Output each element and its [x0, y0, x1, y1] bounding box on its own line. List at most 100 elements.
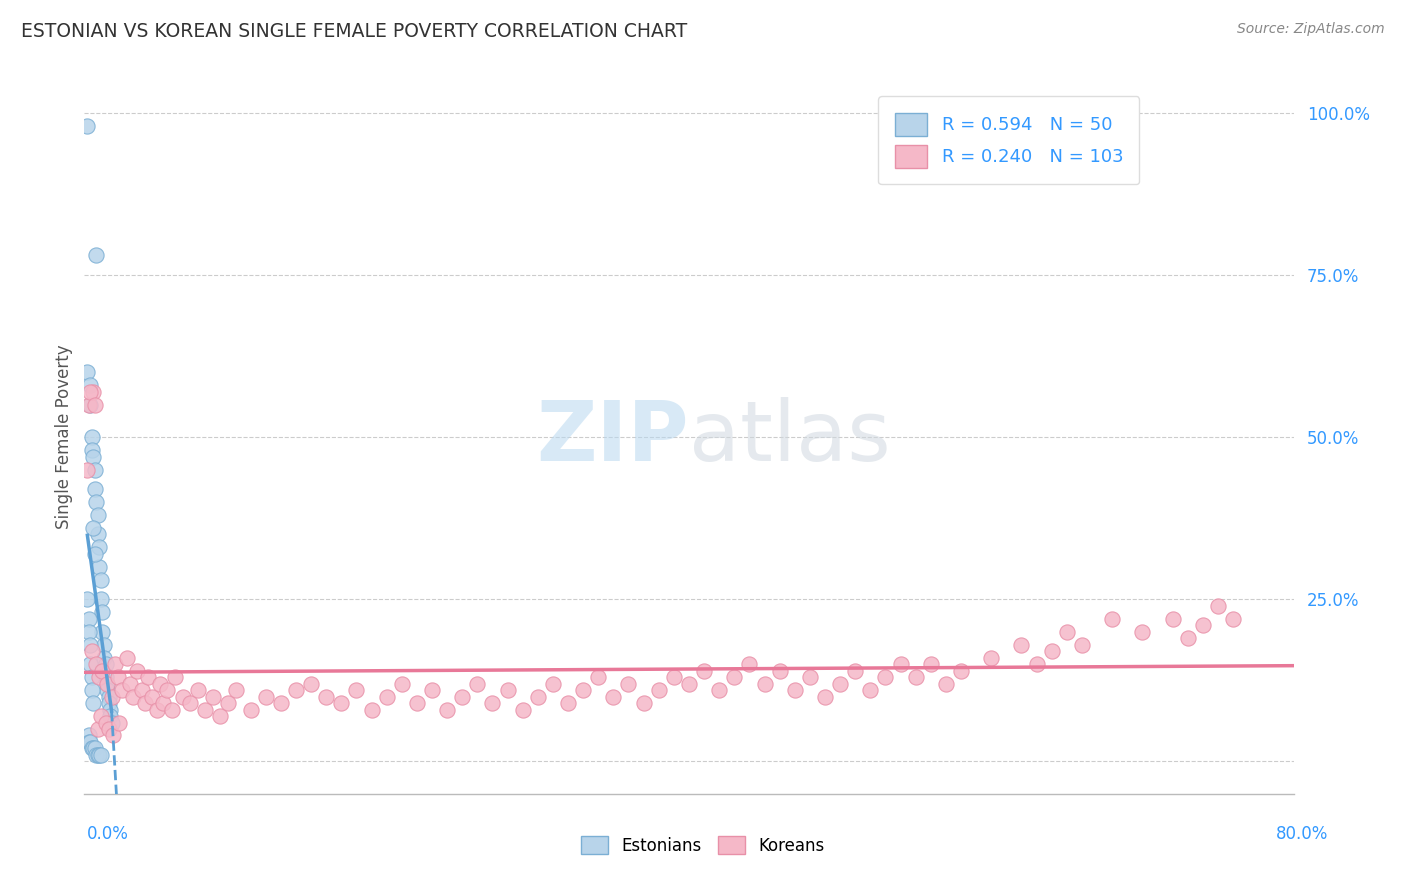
- Point: [108, 715, 131, 730]
- Point: [406, 696, 429, 710]
- Point: [121, 690, 143, 704]
- Point: [152, 696, 174, 710]
- Point: [1161, 612, 1184, 626]
- Point: [82, 521, 104, 535]
- Point: [77, 612, 100, 626]
- Point: [101, 729, 124, 743]
- Point: [96, 683, 118, 698]
- Point: [82, 696, 104, 710]
- Point: [557, 696, 579, 710]
- Point: [541, 676, 564, 690]
- Point: [890, 657, 912, 672]
- Point: [647, 683, 671, 698]
- Point: [97, 690, 120, 704]
- Point: [172, 690, 194, 704]
- Point: [217, 696, 239, 710]
- Point: [91, 605, 114, 619]
- Point: [90, 573, 112, 587]
- Point: [98, 709, 121, 723]
- Point: [127, 664, 149, 678]
- Point: [79, 657, 101, 672]
- Point: [79, 735, 101, 749]
- Point: [115, 650, 138, 665]
- Point: [100, 690, 122, 704]
- Point: [950, 664, 973, 678]
- Point: [90, 709, 112, 723]
- Point: [80, 644, 103, 658]
- Point: [80, 683, 103, 698]
- Point: [194, 702, 217, 716]
- Legend: R = 0.594   N = 50, R = 0.240   N = 103: R = 0.594 N = 50, R = 0.240 N = 103: [879, 96, 1139, 185]
- Point: [91, 624, 114, 639]
- Point: [662, 670, 685, 684]
- Point: [86, 248, 108, 262]
- Point: [709, 683, 731, 698]
- Point: [80, 670, 103, 684]
- Text: atlas: atlas: [689, 397, 890, 477]
- Point: [84, 398, 107, 412]
- Point: [80, 741, 103, 756]
- Point: [754, 676, 776, 690]
- Point: [86, 747, 108, 762]
- Point: [141, 690, 163, 704]
- Point: [187, 683, 209, 698]
- Point: [134, 696, 156, 710]
- Point: [76, 365, 98, 379]
- Point: [87, 508, 110, 522]
- Y-axis label: Single Female Poverty: Single Female Poverty: [55, 345, 73, 529]
- Point: [77, 624, 100, 639]
- Legend: Estonians, Koreans: Estonians, Koreans: [575, 830, 831, 862]
- Point: [79, 398, 101, 412]
- Point: [89, 747, 111, 762]
- Point: [82, 450, 104, 464]
- Point: [904, 670, 927, 684]
- Point: [201, 690, 224, 704]
- Text: 0.0%: 0.0%: [87, 825, 129, 843]
- Point: [1191, 618, 1213, 632]
- Point: [875, 670, 897, 684]
- Point: [77, 729, 100, 743]
- Point: [77, 735, 100, 749]
- Point: [107, 670, 129, 684]
- Point: [602, 690, 624, 704]
- Point: [769, 664, 792, 678]
- Point: [830, 676, 852, 690]
- Point: [97, 722, 120, 736]
- Point: [82, 384, 104, 399]
- Point: [920, 657, 942, 672]
- Point: [1130, 624, 1153, 639]
- Point: [330, 696, 353, 710]
- Point: [1071, 638, 1094, 652]
- Point: [91, 664, 114, 678]
- Point: [76, 119, 98, 133]
- Point: [100, 715, 122, 730]
- Point: [512, 702, 534, 716]
- Point: [94, 715, 117, 730]
- Point: [118, 676, 141, 690]
- Point: [633, 696, 655, 710]
- Point: [1101, 612, 1123, 626]
- Point: [136, 670, 159, 684]
- Point: [814, 690, 837, 704]
- Point: [315, 690, 337, 704]
- Point: [420, 683, 443, 698]
- Point: [1056, 624, 1078, 639]
- Point: [572, 683, 595, 698]
- Text: ZIP: ZIP: [537, 397, 689, 477]
- Point: [82, 741, 104, 756]
- Point: [146, 702, 169, 716]
- Point: [239, 702, 262, 716]
- Point: [1010, 638, 1032, 652]
- Point: [90, 747, 112, 762]
- Point: [1222, 612, 1244, 626]
- Point: [436, 702, 458, 716]
- Point: [86, 657, 108, 672]
- Text: Source: ZipAtlas.com: Source: ZipAtlas.com: [1237, 22, 1385, 37]
- Point: [89, 559, 111, 574]
- Point: [678, 676, 700, 690]
- Point: [96, 676, 118, 690]
- Point: [84, 482, 107, 496]
- Point: [84, 547, 107, 561]
- Point: [79, 378, 101, 392]
- Point: [87, 722, 110, 736]
